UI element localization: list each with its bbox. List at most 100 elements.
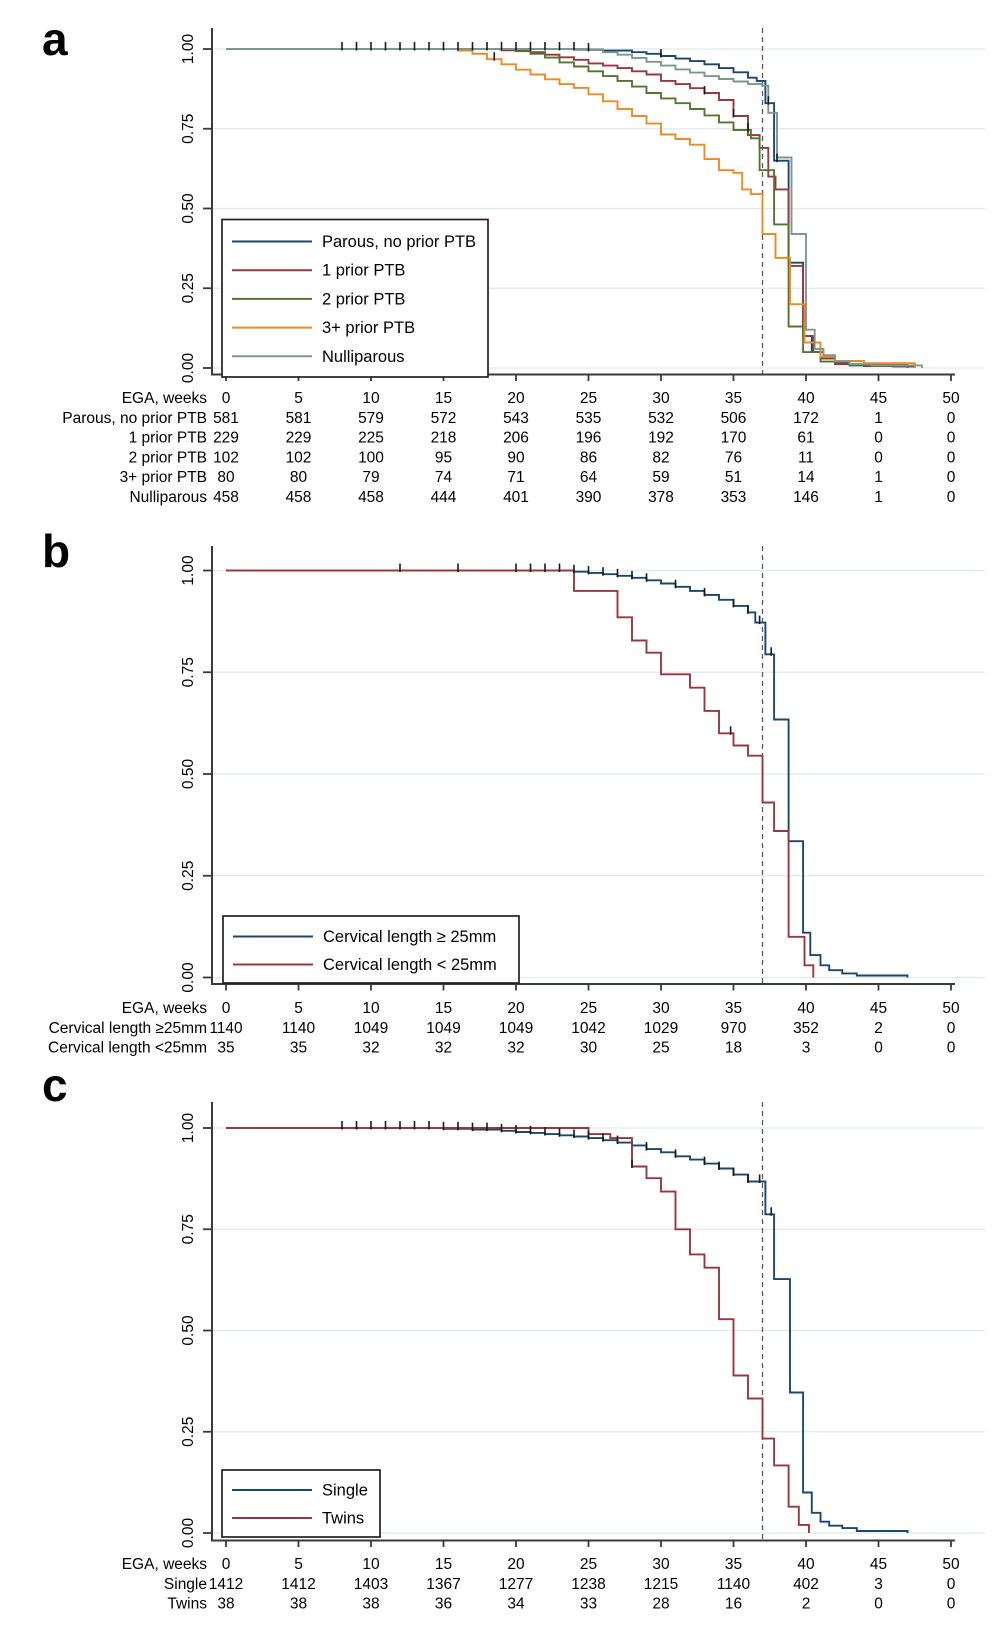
risk-value: 458: [286, 489, 312, 506]
risk-value: 1238: [571, 1576, 605, 1593]
risk-row-label: Twins: [167, 1596, 207, 1613]
risk-value: 0: [874, 430, 883, 447]
legend-label: Cervical length ≥ 25mm: [323, 928, 496, 946]
risk-value: 0: [947, 1596, 956, 1613]
legend-label: Parous, no prior PTB: [322, 233, 476, 251]
risk-value: 1049: [426, 1020, 460, 1037]
risk-value: 206: [503, 430, 529, 447]
risk-value: 64: [580, 469, 598, 486]
x-tick-label: 15: [435, 1000, 452, 1017]
risk-value: 51: [725, 469, 742, 486]
y-tick-label: 0.25: [180, 1417, 197, 1447]
x-tick-label: 15: [435, 1556, 452, 1573]
risk-row-label: Nulliparous: [129, 489, 207, 506]
risk-value: 1140: [209, 1020, 243, 1037]
risk-value: 32: [362, 1040, 379, 1057]
risk-value: 196: [576, 430, 602, 447]
x-tick-label: 0: [222, 1000, 231, 1017]
risk-value: 581: [286, 410, 312, 427]
risk-value: 80: [290, 469, 308, 486]
risk-value: 218: [431, 430, 457, 447]
x-tick-label: 30: [652, 1000, 670, 1017]
risk-value: 1412: [209, 1576, 243, 1593]
x-tick-label: 5: [294, 1556, 303, 1573]
legend-panel-a: Parous, no prior PTB 1 prior PTB 2 prior P…: [221, 218, 489, 378]
x-tick-label: 25: [580, 390, 597, 407]
x-tick-label: 25: [580, 1000, 597, 1017]
risk-value: 80: [217, 469, 235, 486]
y-tick-label: 0.50: [180, 1315, 197, 1346]
risk-value: 579: [358, 410, 384, 427]
risk-value: 225: [358, 430, 384, 447]
risk-value: 572: [431, 410, 457, 427]
risk-value: 33: [580, 1596, 597, 1613]
series-3+ prior PTB: [226, 48, 916, 368]
risk-value: 1140: [717, 1576, 751, 1593]
panel-c: 0.000.250.500.751.000 5 10 15 20 25 30 35 40 45 50…: [122, 1102, 985, 1613]
risk-value: 535: [576, 410, 602, 427]
risk-value: 0: [874, 449, 883, 466]
risk-row-label: 2 prior PTB: [129, 449, 207, 466]
y-tick-label: 0.25: [180, 861, 197, 891]
risk-row-label: 3+ prior PTB: [120, 469, 207, 486]
legend-label: Single: [322, 1482, 368, 1500]
y-tick-label: 0.75: [180, 657, 197, 687]
series-Twins: [226, 1127, 810, 1533]
x-tick-label: 45: [870, 1000, 887, 1017]
risk-value: 1029: [644, 1020, 678, 1037]
x-tick-label: 50: [942, 390, 960, 407]
y-tick-label: 0.25: [180, 273, 197, 303]
risk-value: 1140: [282, 1020, 316, 1037]
x-tick-label: 10: [362, 390, 380, 407]
risk-value: 59: [652, 469, 669, 486]
panel-letter-b: b: [42, 525, 71, 577]
x-tick-label: 35: [725, 1000, 742, 1017]
x-tick-label: 10: [362, 1556, 380, 1573]
x-tick-label: 15: [435, 390, 452, 407]
legend-box: [222, 915, 520, 984]
x-tick-label: 35: [725, 390, 742, 407]
risk-value: 2: [802, 1596, 811, 1613]
risk-table-header: EGA, weeks: [122, 1556, 208, 1573]
y-tick-label: 0.75: [180, 1214, 197, 1244]
risk-value: 3: [874, 1576, 883, 1593]
risk-value: 102: [286, 449, 312, 466]
risk-value: 1042: [571, 1020, 605, 1037]
risk-value: 1412: [281, 1576, 315, 1593]
risk-value: 506: [721, 410, 747, 427]
risk-value: 34: [507, 1596, 525, 1613]
risk-value: 532: [648, 410, 674, 427]
risk-value: 353: [721, 489, 747, 506]
risk-value: 76: [725, 449, 742, 466]
risk-value: 0: [947, 1576, 956, 1593]
risk-value: 0: [947, 489, 956, 506]
legend-panel-c: Single Twins: [221, 1469, 381, 1538]
risk-value: 16: [725, 1596, 742, 1613]
risk-value: 352: [793, 1020, 819, 1037]
legend-label: Nulliparous: [322, 348, 405, 366]
risk-value: 1: [874, 410, 883, 427]
x-tick-label: 20: [507, 1000, 525, 1017]
risk-value: 102: [213, 449, 239, 466]
risk-value: 172: [793, 410, 819, 427]
risk-table-header: EGA, weeks: [122, 390, 208, 407]
risk-value: 229: [286, 430, 312, 447]
x-tick-label: 40: [797, 1000, 815, 1017]
risk-value: 444: [431, 489, 457, 506]
y-tick-label: 1.00: [180, 1113, 197, 1144]
risk-value: 71: [507, 469, 524, 486]
panel-letter-c: c: [42, 1059, 68, 1111]
panel-b: 0.000.250.500.751.000 5 10 15 20 25 30 35 40 45 50…: [48, 546, 985, 1057]
risk-value: 402: [793, 1576, 819, 1593]
risk-value: 3: [802, 1040, 811, 1057]
legend-panel-b: Cervical length ≥ 25mm Cervical length < …: [222, 915, 520, 984]
risk-value: 170: [721, 430, 747, 447]
risk-value: 32: [435, 1040, 452, 1057]
risk-table-header: EGA, weeks: [122, 1000, 208, 1017]
series-Cervical length <25mm: [226, 569, 815, 978]
x-tick-label: 20: [507, 390, 525, 407]
y-tick-label: 0.50: [180, 193, 197, 224]
risk-value: 581: [213, 410, 239, 427]
risk-value: 100: [358, 449, 384, 466]
risk-value: 1367: [426, 1576, 460, 1593]
